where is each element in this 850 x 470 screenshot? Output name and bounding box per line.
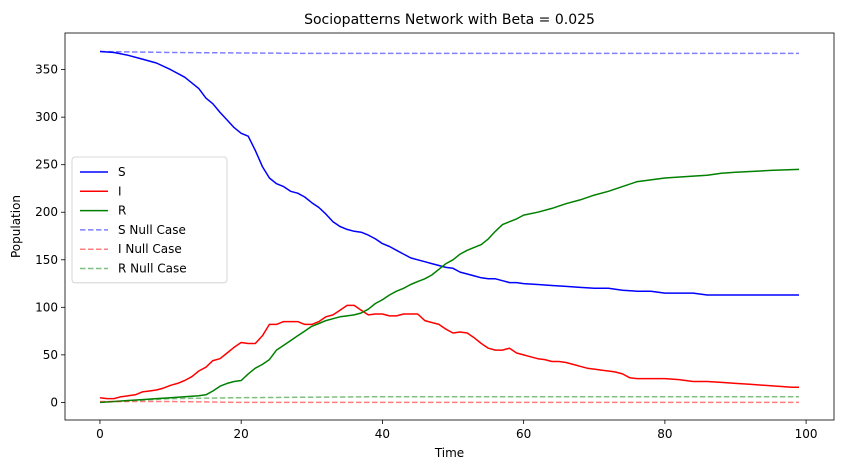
x-tick-label: 60 (516, 427, 531, 441)
y-tick-label: 300 (35, 110, 58, 124)
x-axis-label: Time (434, 446, 464, 460)
y-tick-label: 200 (35, 205, 58, 219)
x-axis: 0 20 40 60 80 100 (96, 420, 818, 441)
y-axis-label: Population (9, 195, 23, 258)
y-tick-label: 50 (43, 348, 58, 362)
y-axis: 0 50 100 150 200 250 300 350 (35, 63, 65, 409)
series-line-r-null-case (99, 395, 799, 404)
y-tick-label: 0 (50, 395, 58, 409)
legend-label: S Null Case (118, 223, 186, 237)
legend-box (71, 156, 228, 284)
y-tick-label: 350 (35, 63, 58, 77)
x-tick-label: 40 (375, 427, 390, 441)
x-tick-label: 80 (657, 427, 672, 441)
legend-label: R Null Case (118, 262, 187, 276)
y-tick-label: 100 (35, 300, 58, 314)
x-tick-label: 100 (795, 427, 818, 441)
x-tick-label: 0 (96, 427, 104, 441)
series-line-s-null-case (99, 50, 799, 55)
legend-label: I (118, 184, 122, 198)
series-line-i-null-case (100, 400, 799, 404)
series-line-s (99, 50, 799, 296)
legend: SIR S Null Case I Null Case R Null Case (71, 156, 228, 284)
legend-label: S (118, 165, 126, 179)
x-tick-label: 20 (234, 427, 249, 441)
y-tick-label: 150 (35, 253, 58, 267)
legend-label: I Null Case (118, 242, 182, 256)
chart-title: Sociopatterns Network with Beta = 0.025 (304, 12, 595, 28)
plot-frame (64, 32, 835, 421)
series-line-i (99, 304, 799, 400)
series-line-r (99, 168, 800, 404)
series-lines (99, 50, 800, 404)
legend-label: R (118, 204, 126, 218)
y-tick-label: 250 (35, 158, 58, 172)
